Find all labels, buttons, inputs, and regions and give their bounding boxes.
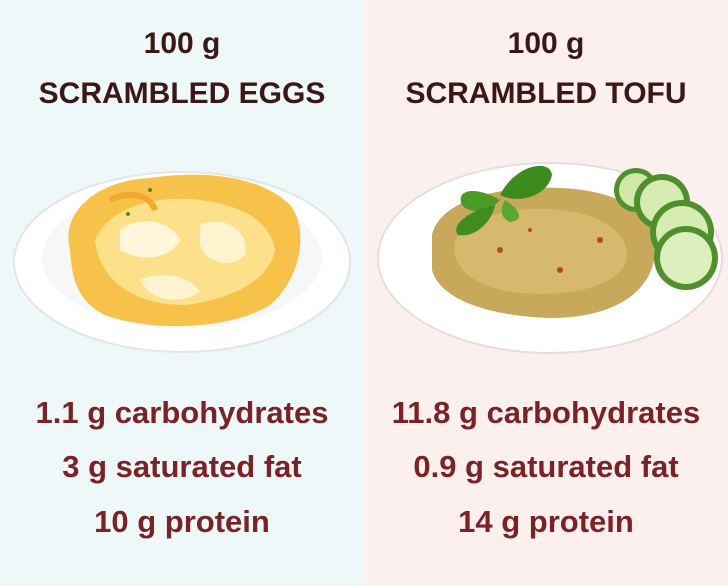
tofu-panel: 100 g SCRAMBLED TOFU 11.8 g carbohydrate…	[364, 0, 728, 586]
nutrition-fact: 0.9 g saturated fat	[413, 449, 679, 484]
nutrition-fact: 10 g protein	[94, 504, 270, 539]
eggs-panel: 100 g SCRAMBLED EGGS 1.1 g carbohydrates…	[35, 27, 329, 539]
panel-title: 100 g	[143, 27, 221, 60]
nutrition-fact: 14 g protein	[458, 504, 634, 539]
panel-title: 100 g	[507, 27, 585, 60]
panel-title: SCRAMBLED TOFU	[405, 77, 687, 110]
nutrition-fact: 11.8 g carbohydrates	[391, 395, 701, 430]
nutrition-fact: 1.1 g carbohydrates	[35, 395, 329, 430]
panel-title: SCRAMBLED EGGS	[38, 77, 326, 110]
eggs-plate	[13, 171, 351, 353]
tofu-plate	[377, 162, 723, 354]
nutrition-fact: 3 g saturated fat	[62, 449, 302, 484]
